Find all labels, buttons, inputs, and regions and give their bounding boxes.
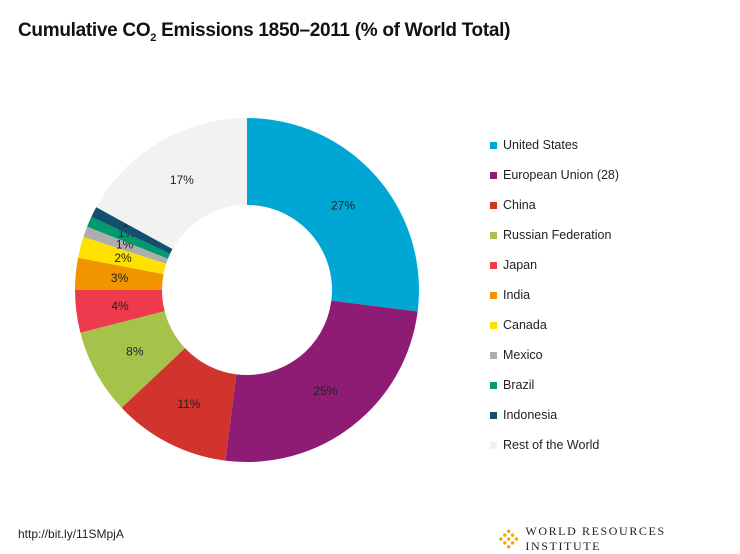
wri-logo-icon — [499, 529, 519, 549]
slice-canada — [78, 236, 167, 275]
legend-swatch — [490, 172, 497, 179]
legend-item: India — [490, 288, 619, 318]
title-text: Cumulative CO — [18, 20, 151, 41]
legend-item: Brazil — [490, 378, 619, 408]
legend-swatch — [490, 442, 497, 449]
slice-china — [121, 348, 237, 461]
slice-mexico — [83, 226, 168, 264]
legend-item: Canada — [490, 318, 619, 348]
legend-item: Rest of the World — [490, 438, 619, 468]
legend-label: Canada — [503, 318, 547, 332]
legend-label: Russian Federation — [503, 228, 612, 242]
slice-india — [75, 257, 164, 290]
legend-swatch — [490, 262, 497, 269]
legend-item: European Union (28) — [490, 168, 619, 198]
slice-indonesia — [91, 207, 173, 254]
legend-label: Indonesia — [503, 408, 558, 422]
slice-label: 3% — [111, 271, 129, 285]
legend-label: United States — [503, 138, 579, 152]
legend-label: Brazil — [503, 378, 535, 392]
source-link[interactable]: http://bit.ly/11SMpjA — [18, 527, 124, 541]
legend-item: Russian Federation — [490, 228, 619, 258]
legend-label: Japan — [503, 258, 538, 272]
chart-title: Cumulative CO2 Emissions 1850–2011 (% of… — [18, 20, 510, 44]
legend-label: India — [503, 288, 531, 302]
legend-swatch — [490, 202, 497, 209]
legend-swatch — [490, 142, 497, 149]
slice-label: 8% — [126, 345, 144, 359]
legend-label: Rest of the World — [503, 438, 600, 452]
slice-label: 17% — [170, 173, 194, 187]
legend-item: Mexico — [490, 348, 619, 378]
slice-label: 4% — [111, 299, 129, 313]
legend-swatch — [490, 412, 497, 419]
legend-item: United States — [490, 138, 619, 168]
slice-rest-of-the-world — [96, 117, 247, 250]
legend-item: China — [490, 198, 619, 228]
legend-item: Japan — [490, 258, 619, 288]
title-text-suffix: Emissions 1850–2011 (% of World Total) — [156, 20, 511, 41]
legend-swatch — [490, 232, 497, 239]
legend-swatch — [490, 292, 497, 299]
slice-european-union-28- — [225, 300, 418, 463]
legend-swatch — [490, 352, 497, 359]
slice-united-states — [247, 118, 419, 312]
legend-item: Indonesia — [490, 408, 619, 438]
title-subscript: 2 — [150, 31, 157, 44]
slice-label: 27% — [331, 198, 355, 212]
legend-label: China — [503, 198, 536, 212]
slice-label: 11% — [177, 397, 200, 411]
wri-logo: WORLD RESOURCES INSTITUTE — [498, 524, 740, 554]
slice-russian-federation — [80, 311, 186, 408]
legend: United States European Union (28) China Rus… — [490, 138, 619, 468]
legend-swatch — [490, 322, 497, 329]
slice-label: 25% — [313, 384, 337, 398]
legend-label: Mexico — [503, 348, 543, 362]
slice-japan — [75, 290, 165, 333]
slice-brazil — [87, 216, 171, 259]
legend-swatch — [490, 382, 497, 389]
slice-label: 2% — [114, 251, 132, 265]
legend-label: European Union (28) — [503, 168, 620, 182]
wri-logo-text: WORLD RESOURCES INSTITUTE — [525, 524, 666, 553]
